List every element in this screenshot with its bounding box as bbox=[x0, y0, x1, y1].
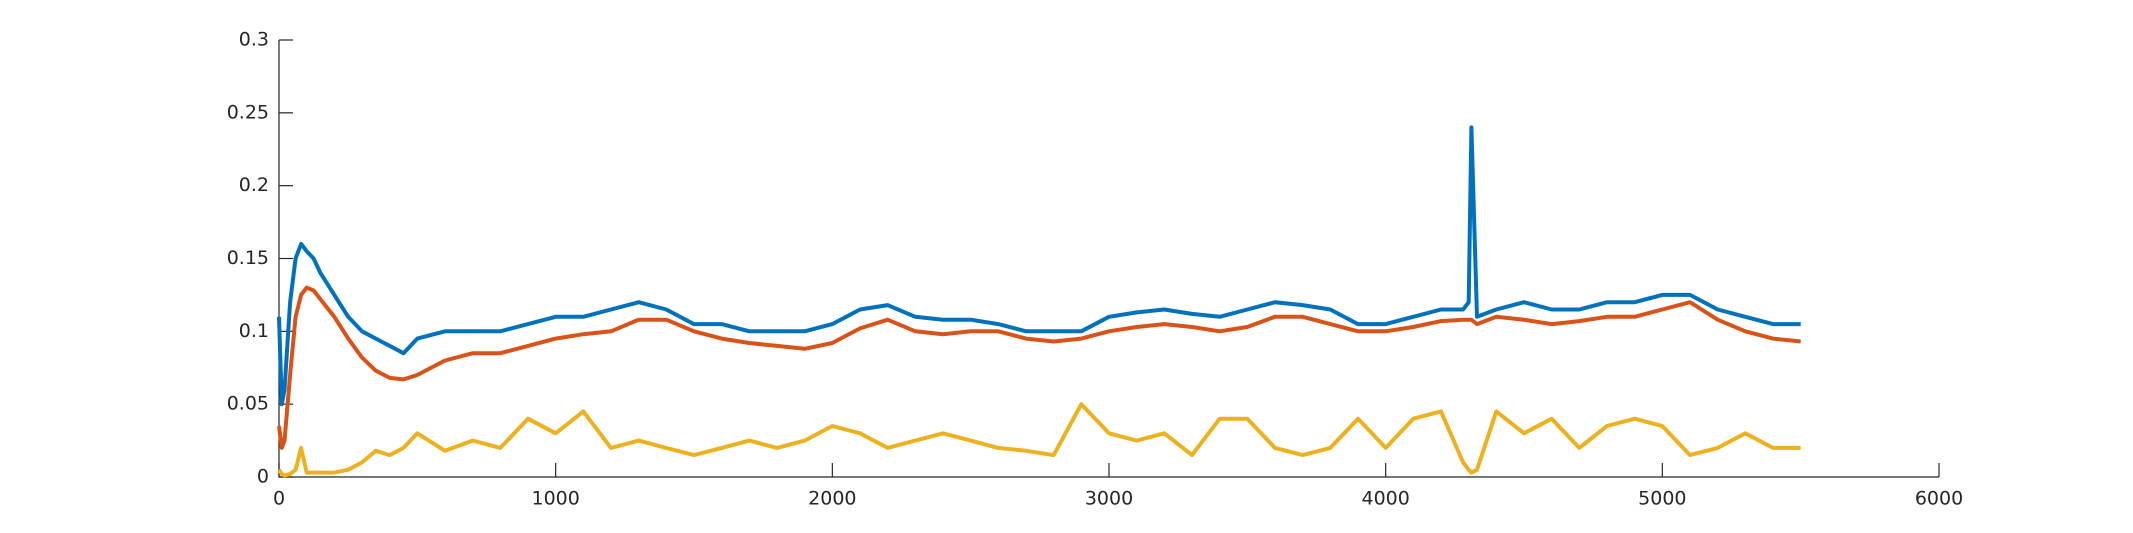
y-tick-label: 0.05 bbox=[227, 393, 269, 415]
series-line bbox=[277, 402, 1801, 478]
series-line bbox=[277, 125, 1801, 407]
series-line bbox=[277, 285, 1801, 450]
x-tick-label: 5000 bbox=[1638, 488, 1686, 510]
y-tick-label: 0.15 bbox=[227, 247, 269, 269]
axes bbox=[278, 40, 1939, 478]
y-tick-label: 0.2 bbox=[239, 174, 269, 196]
y-tick-label: 0.1 bbox=[239, 320, 269, 342]
x-tick-label: 3000 bbox=[1085, 488, 1133, 510]
x-tick-label: 1000 bbox=[531, 488, 579, 510]
x-tick-label: 0 bbox=[273, 488, 285, 510]
x-tick-label: 4000 bbox=[1361, 488, 1409, 510]
y-tick-label: 0.3 bbox=[239, 29, 269, 51]
y-tick-label: 0 bbox=[257, 466, 269, 488]
y-tick-label: 0.25 bbox=[227, 101, 269, 123]
x-tick-label: 2000 bbox=[808, 488, 856, 510]
x-tick-label: 6000 bbox=[1915, 488, 1963, 510]
